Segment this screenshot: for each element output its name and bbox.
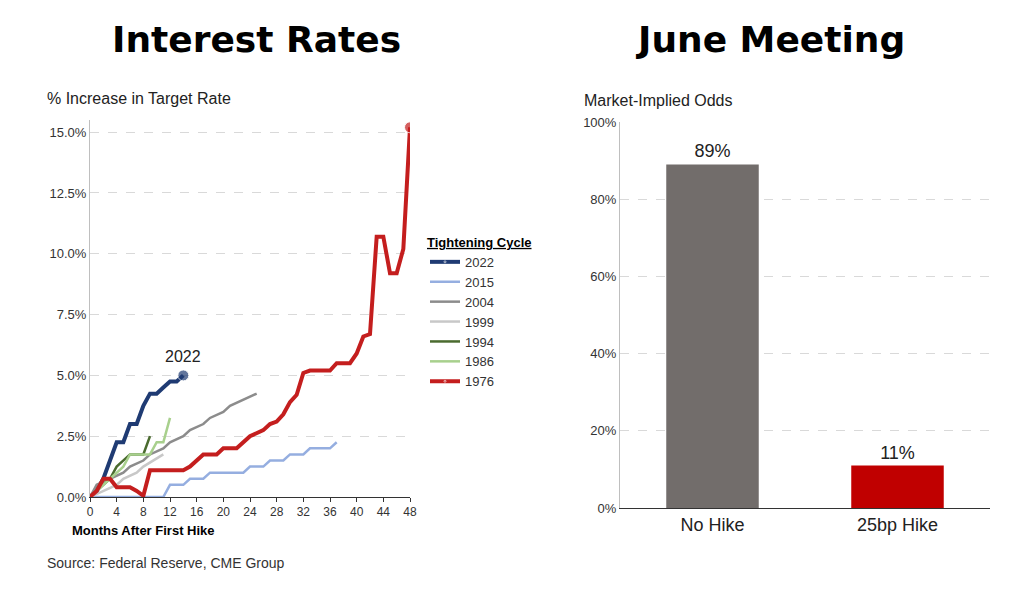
svg-text:24: 24	[243, 505, 257, 519]
svg-text:1986: 1986	[465, 354, 494, 369]
svg-text:15.0%: 15.0%	[50, 125, 87, 140]
svg-text:44: 44	[377, 505, 391, 519]
svg-text:10.0%: 10.0%	[50, 246, 87, 261]
svg-text:80%: 80%	[590, 192, 616, 207]
svg-text:48: 48	[403, 505, 417, 519]
svg-text:7.5%: 7.5%	[57, 307, 87, 322]
svg-text:8: 8	[140, 505, 147, 519]
svg-text:June Meeting: June Meeting	[635, 19, 905, 60]
svg-text:1976: 1976	[465, 374, 494, 389]
svg-text:28: 28	[270, 505, 284, 519]
svg-text:2004: 2004	[465, 295, 494, 310]
svg-text:0: 0	[87, 505, 94, 519]
svg-text:0.0%: 0.0%	[57, 490, 87, 505]
svg-text:12.5%: 12.5%	[50, 186, 87, 201]
svg-text:25bp Hike: 25bp Hike	[857, 515, 938, 535]
svg-text:2.5%: 2.5%	[57, 429, 87, 444]
svg-text:1999: 1999	[465, 315, 494, 330]
svg-text:11%: 11%	[880, 443, 915, 463]
svg-text:2015: 2015	[465, 275, 494, 290]
svg-text:60%: 60%	[590, 269, 616, 284]
svg-text:36: 36	[323, 505, 337, 519]
svg-text:40%: 40%	[590, 346, 616, 361]
svg-text:32: 32	[297, 505, 311, 519]
svg-text:Market-Implied Odds: Market-Implied Odds	[584, 92, 733, 109]
svg-text:5.0%: 5.0%	[57, 368, 87, 383]
svg-text:2022: 2022	[165, 348, 201, 365]
svg-text:Months After First Hike: Months After First Hike	[72, 523, 215, 538]
svg-text:89%: 89%	[694, 141, 730, 161]
svg-text:40: 40	[350, 505, 364, 519]
svg-text:No Hike: No Hike	[680, 515, 744, 535]
svg-text:4: 4	[113, 505, 120, 519]
svg-text:12: 12	[163, 505, 177, 519]
svg-text:100%: 100%	[583, 115, 617, 130]
svg-text:% Increase in Target Rate: % Increase in Target Rate	[47, 90, 231, 107]
svg-text:20: 20	[217, 505, 231, 519]
svg-text:Tightening Cycle: Tightening Cycle	[427, 235, 532, 250]
svg-text:16: 16	[190, 505, 204, 519]
svg-text:1994: 1994	[465, 335, 494, 350]
svg-text:Interest Rates: Interest Rates	[112, 19, 401, 60]
svg-text:2022: 2022	[465, 255, 494, 270]
svg-text:0%: 0%	[598, 501, 617, 516]
svg-text:20%: 20%	[590, 423, 616, 438]
svg-text:Source: Federal Reserve, CME G: Source: Federal Reserve, CME Group	[47, 555, 285, 571]
